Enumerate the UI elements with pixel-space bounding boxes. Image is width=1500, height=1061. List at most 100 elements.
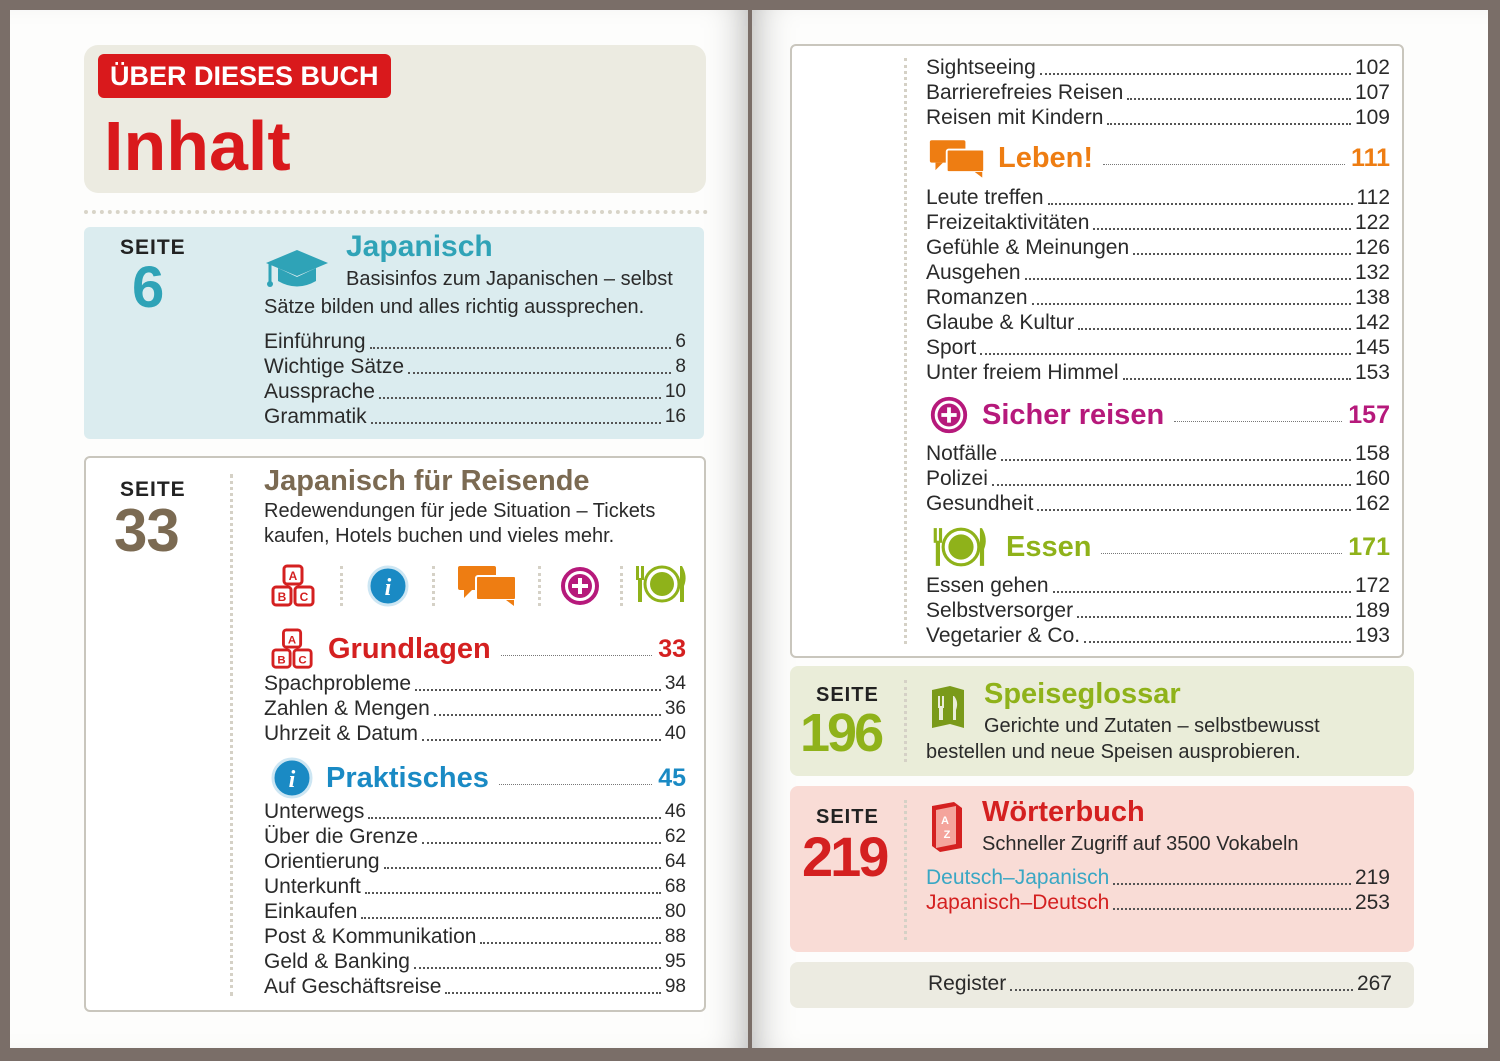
entry-page: 34 <box>664 673 686 694</box>
toc-entry[interactable]: Selbstversorger 189 <box>926 599 1390 623</box>
japanisch-box <box>84 227 704 439</box>
toc-entry[interactable]: Japanisch–Deutsch 253 <box>926 891 1390 915</box>
toc-entry[interactable]: Einkaufen 80 <box>264 900 686 924</box>
entry-page: 172 <box>1354 574 1390 597</box>
toc-entry[interactable]: Aussprache 10 <box>264 380 686 404</box>
toc-entry[interactable]: Grammatik 16 <box>264 405 686 429</box>
entry-label: Unter freiem Himmel <box>926 361 1119 384</box>
toc-entry[interactable]: Über die Grenze 62 <box>264 825 686 849</box>
section-page: 157 <box>1348 400 1390 429</box>
entry-label: Freizeitaktivitäten <box>926 211 1090 234</box>
entry-page: 189 <box>1354 599 1390 622</box>
entry-page: 98 <box>664 976 686 997</box>
section-header[interactable]: Essen 171 <box>928 526 1390 568</box>
speech-bubbles-icon <box>456 564 518 606</box>
entry-page: 153 <box>1354 361 1390 384</box>
entry-label: Ausgehen <box>926 261 1021 284</box>
plus-circle-icon <box>558 564 602 608</box>
dot-leader <box>408 371 672 374</box>
entry-page: 138 <box>1354 286 1390 309</box>
section-title: Essen <box>1006 530 1092 563</box>
toc-entry[interactable]: Zahlen & Mengen 36 <box>264 697 686 721</box>
toc-entry[interactable]: Barrierefreies Reisen 107 <box>926 81 1390 105</box>
dot-leader <box>1010 988 1353 991</box>
toc-entry[interactable]: Auf Geschäftsreise 98 <box>264 975 686 999</box>
info-icon: i <box>366 564 410 608</box>
toc-entry[interactable]: Uhrzeit & Datum 40 <box>264 722 686 746</box>
toc-entry[interactable]: Deutsch–Japanisch 219 <box>926 866 1390 890</box>
register-entry[interactable]: Register 267 <box>928 972 1392 996</box>
toc-entry[interactable]: Freizeitaktivitäten 122 <box>926 211 1390 235</box>
seite-label: SEITE <box>816 684 879 706</box>
dot-leader <box>991 483 1351 486</box>
section-description: Basisinfos zum Japanischen – selbst <box>346 268 673 290</box>
toc-entry[interactable]: Essen gehen 172 <box>926 574 1390 598</box>
section-page: 45 <box>658 763 686 792</box>
dot-leader <box>1107 122 1351 125</box>
entry-page: 102 <box>1354 56 1390 79</box>
toc-entry[interactable]: Orientierung 64 <box>264 850 686 874</box>
toc-entry[interactable]: Vegetarier & Co. 193 <box>926 624 1390 648</box>
toc-entry[interactable]: Unter freiem Himmel 153 <box>926 361 1390 385</box>
section-header[interactable]: Leben! 111 <box>928 138 1390 178</box>
entry-label: Romanzen <box>926 286 1028 309</box>
section-description: Schneller Zugriff auf 3500 Vokabeln <box>982 833 1299 855</box>
section-page: 111 <box>1351 143 1390 172</box>
toc-entry[interactable]: Glaube & Kultur 142 <box>926 311 1390 335</box>
toc-entry[interactable]: Gefühle & Meinungen 126 <box>926 236 1390 260</box>
entry-page: 122 <box>1354 211 1390 234</box>
toc-entry[interactable]: Unterwegs 46 <box>264 800 686 824</box>
svg-text:A: A <box>289 569 298 583</box>
continued-box <box>790 44 1404 658</box>
toc-entry[interactable]: Ausgehen 132 <box>926 261 1390 285</box>
section-header[interactable]: i Praktisches 45 <box>270 756 686 800</box>
entry-page: 193 <box>1354 624 1390 647</box>
toc-entry[interactable]: Leute treffen 112 <box>926 186 1390 210</box>
seite-label: SEITE <box>120 478 186 501</box>
svg-text:Z: Z <box>944 829 951 841</box>
entry-page: 80 <box>664 901 686 922</box>
dot-leader <box>1122 377 1351 380</box>
badge-label: ÜBER DIESES BUCH <box>110 60 379 91</box>
plate-cutlery-icon <box>634 564 690 604</box>
toc-entry[interactable]: Sightseeing 102 <box>926 56 1390 80</box>
entry-label: Gefühle & Meinungen <box>926 236 1130 259</box>
toc-entry[interactable]: Gesundheit 162 <box>926 492 1390 516</box>
section-header[interactable]: Sicher reisen 157 <box>928 394 1390 436</box>
entry-page: 68 <box>664 876 686 897</box>
dot-leader <box>422 841 661 844</box>
entry-page: 253 <box>1354 891 1390 914</box>
entry-page: 158 <box>1354 442 1390 465</box>
divider <box>904 800 907 940</box>
dot-leader <box>1037 508 1351 511</box>
entry-label: Aussprache <box>264 380 375 403</box>
entry-label: Reisen mit Kindern <box>926 106 1104 129</box>
entry-label: Deutsch–Japanisch <box>926 866 1110 889</box>
toc-entry[interactable]: Post & Kommunikation 88 <box>264 925 686 949</box>
divider <box>340 566 343 606</box>
svg-text:A: A <box>941 815 949 827</box>
dot-leader <box>980 352 1351 355</box>
divider <box>904 58 907 644</box>
toc-entry[interactable]: Sport 145 <box>926 336 1390 360</box>
entry-label: Selbstversorger <box>926 599 1074 622</box>
dot-leader <box>369 346 672 349</box>
toc-entry[interactable]: Einführung 6 <box>264 330 686 354</box>
toc-entry[interactable]: Spachprobleme 34 <box>264 672 686 696</box>
entry-page: 6 <box>675 331 686 352</box>
toc-entry[interactable]: Wichtige Sätze 8 <box>264 355 686 379</box>
toc-entry[interactable]: Polizei 160 <box>926 467 1390 491</box>
toc-entry[interactable]: Unterkunft 68 <box>264 875 686 899</box>
toc-entry[interactable]: Romanzen 138 <box>926 286 1390 310</box>
section-header[interactable]: A B C Grundlagen 33 <box>270 628 686 670</box>
entry-label: Uhrzeit & Datum <box>264 722 419 745</box>
reisende-box <box>84 456 706 1012</box>
left-page: ÜBER DIESES BUCH Inhalt SEITE 6 Japanisc… <box>10 10 748 1048</box>
entry-page: 64 <box>664 851 686 872</box>
dot-leader <box>1127 97 1351 100</box>
toc-entry[interactable]: Notfälle 158 <box>926 442 1390 466</box>
toc-entry[interactable]: Geld & Banking 95 <box>264 950 686 974</box>
entry-page: 219 <box>1354 866 1390 889</box>
toc-entry[interactable]: Reisen mit Kindern 109 <box>926 106 1390 130</box>
svg-text:C: C <box>300 590 309 604</box>
